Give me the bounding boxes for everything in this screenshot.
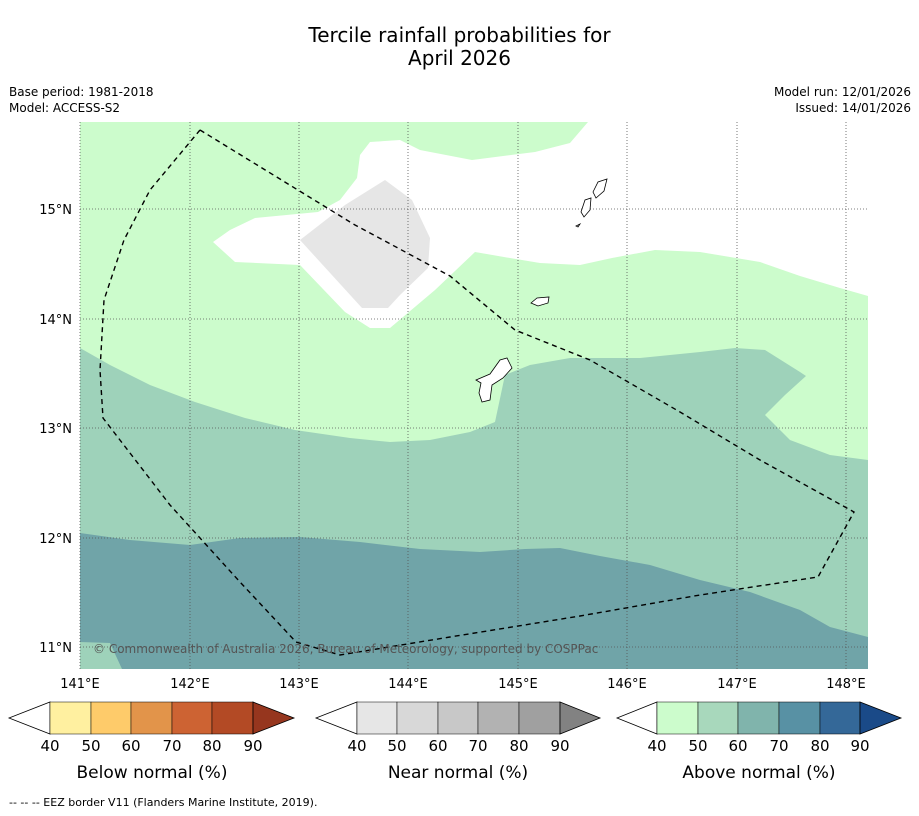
- near-normal-swatch-60: [437, 701, 479, 735]
- near-normal-label: Near normal (%): [388, 763, 528, 783]
- below-normal-tick-80: 80: [202, 737, 221, 755]
- below-normal-tick-50: 50: [81, 737, 100, 755]
- eez-footnote: -- -- -- EEZ border V11 (Flanders Marine…: [9, 796, 318, 809]
- below-normal-max-arrow: [252, 701, 296, 735]
- above-normal-tick-80: 80: [810, 737, 829, 755]
- below-normal-swatch-70: [171, 701, 213, 735]
- lat-label-13: 13°N: [39, 422, 72, 437]
- base-period: Base period: 1981-2018: [9, 85, 154, 99]
- near-normal-swatch-70: [477, 701, 520, 735]
- above-normal-tick-90: 90: [850, 737, 869, 755]
- lon-label-147: 147°E: [717, 677, 757, 692]
- below-normal-tick-90: 90: [243, 737, 262, 755]
- above-normal-tick-60: 60: [728, 737, 747, 755]
- lon-label-141: 141°E: [60, 677, 100, 692]
- eez-border: [99, 129, 855, 656]
- lon-label-144: 144°E: [388, 677, 428, 692]
- lon-label-142: 142°E: [170, 677, 210, 692]
- title-line-1: Tercile rainfall probabilities for: [308, 23, 611, 47]
- below-normal-tick-70: 70: [162, 737, 181, 755]
- near-normal-tick-50: 50: [387, 737, 406, 755]
- above-normal-min-arrow: [615, 701, 658, 735]
- colorbar-below-normal: 40 50 60 70 80 90 Below normal (%): [7, 701, 296, 783]
- rota-outline: [530, 296, 550, 307]
- below-normal-swatch-80: [211, 701, 254, 735]
- near-normal-tick-80: 80: [509, 737, 528, 755]
- colorbar-near-normal: 40 50 60 70 80 90 Near normal (%): [314, 701, 602, 783]
- above-normal-swatch-50: [697, 701, 739, 735]
- near-normal-tick-90: 90: [550, 737, 569, 755]
- above-normal-max-arrow: [859, 701, 903, 735]
- above-normal-50-patch: [80, 642, 122, 669]
- lon-label-146: 146°E: [607, 677, 647, 692]
- model-run: Model run: 12/01/2026: [773, 85, 911, 99]
- above-normal-60-band: [80, 533, 868, 669]
- lat-label-15: 15°N: [39, 203, 72, 218]
- above-normal-swatch-70: [778, 701, 821, 735]
- above-normal-tick-50: 50: [688, 737, 707, 755]
- copyright-text: © Commonwealth of Australia 2026, Bureau…: [93, 642, 598, 656]
- model-name: Model: ACCESS-S2: [9, 101, 121, 115]
- title-line-2: April 2026: [408, 46, 511, 70]
- near-normal-max-arrow: [559, 701, 602, 735]
- gridlines: [79, 122, 868, 669]
- lon-label-148: 148°E: [826, 677, 866, 692]
- near-normal-tick-40: 40: [347, 737, 366, 755]
- lat-label-12: 12°N: [39, 532, 72, 547]
- lat-label-14: 14°N: [39, 313, 72, 328]
- tinian-outline: [580, 197, 592, 218]
- below-normal-swatch-50: [90, 701, 132, 735]
- near-normal-min-arrow: [314, 701, 358, 735]
- below-normal-label: Below normal (%): [77, 763, 228, 783]
- lon-labels: 141°E 142°E 143°E 144°E 145°E 146°E 147°…: [60, 677, 866, 692]
- near-normal-swatch-80: [518, 701, 561, 735]
- above-normal-tick-40: 40: [647, 737, 666, 755]
- near-normal-40-patch: [300, 180, 430, 308]
- above-normal-swatch-80: [819, 701, 861, 735]
- below-normal-swatch-40: [49, 701, 92, 735]
- colorbar-above-normal: 40 50 60 70 80 90 Above normal (%): [615, 701, 903, 783]
- above-normal-label: Above normal (%): [682, 763, 835, 783]
- below-normal-tick-40: 40: [40, 737, 59, 755]
- below-normal-min-arrow: [7, 701, 51, 735]
- aguijan-outline: [575, 222, 582, 228]
- below-normal-swatch-60: [130, 701, 173, 735]
- below-normal-tick-60: 60: [121, 737, 140, 755]
- island-outlines: [475, 178, 608, 403]
- above-normal-swatch-40: [656, 701, 699, 735]
- near-normal-tick-60: 60: [428, 737, 447, 755]
- near-normal-swatch-40: [356, 701, 398, 735]
- above-normal-swatch-60: [737, 701, 780, 735]
- saipan-outline: [592, 178, 608, 199]
- near-normal-tick-70: 70: [468, 737, 487, 755]
- map-area: [80, 122, 868, 669]
- near-normal-swatch-50: [396, 701, 439, 735]
- lon-label-145: 145°E: [498, 677, 538, 692]
- lon-label-143: 143°E: [279, 677, 319, 692]
- issued-date: Issued: 14/01/2026: [795, 101, 911, 115]
- guam-outline: [475, 357, 513, 403]
- lat-label-11: 11°N: [39, 641, 72, 656]
- lat-labels: 15°N 14°N 13°N 12°N 11°N: [39, 203, 72, 656]
- above-normal-tick-70: 70: [769, 737, 788, 755]
